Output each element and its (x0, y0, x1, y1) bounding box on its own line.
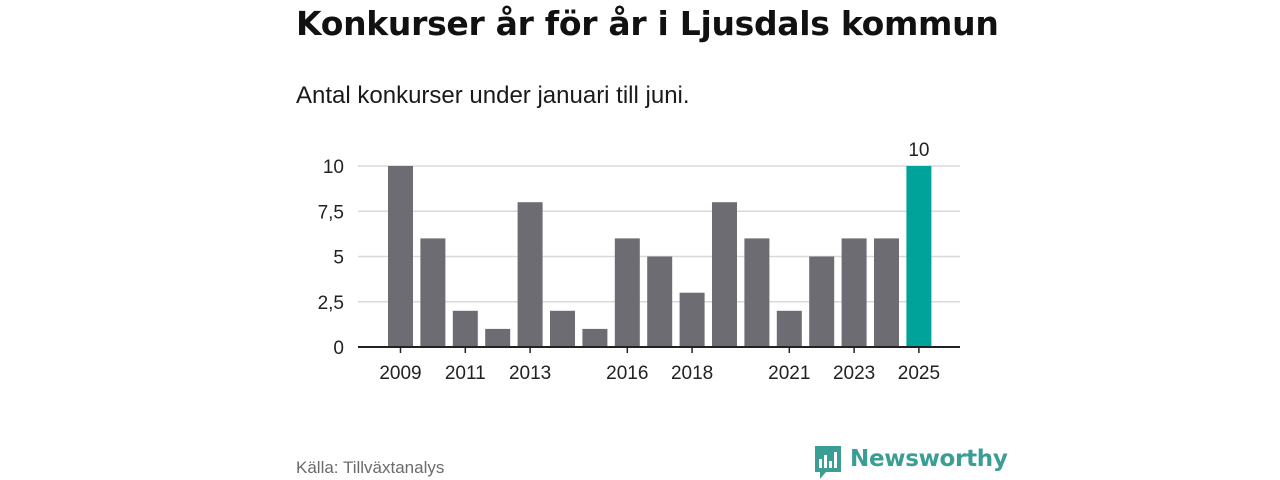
bar (744, 238, 770, 347)
y-tick-label: 10 (323, 157, 344, 178)
bar (647, 256, 673, 347)
x-tick-label: 2025 (898, 363, 940, 384)
data-label: 10 (908, 140, 929, 161)
y-tick-label: 0 (333, 338, 344, 359)
bar-chart: 0 2,5 5 7,5 10 10 2009 2011 2013 2016 2018 2021 2023… (318, 140, 960, 384)
bar (452, 310, 478, 347)
bar (841, 238, 867, 347)
x-tick-label: 2021 (768, 363, 810, 384)
x-tick-label: 2016 (606, 363, 648, 384)
bar-highlight (906, 166, 932, 347)
bar (485, 328, 511, 347)
bar (550, 310, 575, 347)
bar (776, 310, 802, 347)
bar (582, 328, 608, 347)
bar (679, 292, 705, 347)
chart-title: Konkurser år för år i Ljusdals kommun (296, 4, 999, 43)
x-tick-label: 2023 (833, 363, 875, 384)
chart-card: Konkurser år för år i Ljusdals kommun An… (296, 0, 1008, 480)
brand-logo: Newsworthy (815, 446, 1008, 480)
y-tick-label: 2,5 (318, 293, 344, 314)
x-tick-label: 2018 (671, 363, 713, 384)
bar (614, 238, 640, 347)
y-tick-label: 7,5 (318, 202, 344, 223)
bar (712, 202, 737, 347)
source-note: Källa: Tillväxtanalys (296, 458, 445, 477)
y-tick-label: 5 (333, 248, 344, 269)
x-tick-label: 2011 (445, 363, 486, 384)
bar (874, 238, 899, 347)
x-tick-label: 2009 (379, 363, 421, 384)
bar (420, 238, 446, 347)
x-tick-label: 2013 (509, 363, 551, 384)
bar (809, 256, 835, 347)
newsworthy-logo-icon (815, 446, 841, 479)
brand-name: Newsworthy (850, 446, 1008, 472)
bar (517, 202, 543, 347)
chart-subtitle: Antal konkurser under januari till juni. (296, 82, 690, 109)
bar (388, 166, 413, 347)
